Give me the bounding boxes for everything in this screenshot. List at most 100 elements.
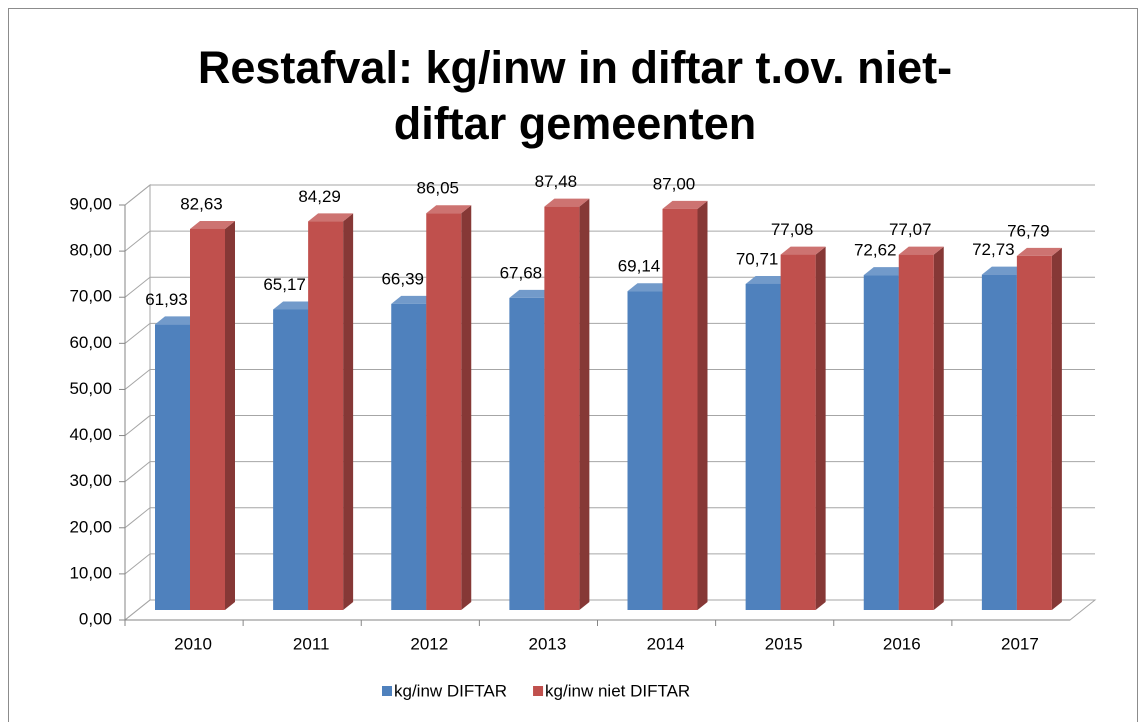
bar-top xyxy=(155,316,200,325)
bar-front xyxy=(509,297,545,610)
bar xyxy=(780,246,826,610)
bar xyxy=(308,213,354,610)
bar-side xyxy=(815,246,826,610)
bar-top xyxy=(273,301,319,310)
legend-swatch xyxy=(382,686,392,696)
x-tick-label: 2016 xyxy=(883,634,921,653)
bar xyxy=(662,200,708,611)
y-tick-label: 10,00 xyxy=(69,563,112,582)
bar-front xyxy=(426,213,462,611)
bar-front xyxy=(627,291,663,610)
y-tick-label: 90,00 xyxy=(69,194,112,213)
data-label: 69,14 xyxy=(618,257,661,276)
y-tick-label: 20,00 xyxy=(69,517,112,536)
bar-top xyxy=(898,246,944,255)
bar-top xyxy=(544,198,590,207)
x-tick-label: 2017 xyxy=(1001,634,1039,653)
bar xyxy=(898,246,944,610)
legend-label: kg/inw niet DIFTAR xyxy=(545,681,690,700)
data-label: 67,68 xyxy=(500,263,543,282)
grid-line xyxy=(124,599,1095,621)
grid-line xyxy=(124,322,1095,344)
bar xyxy=(1016,247,1062,610)
data-label: 82,63 xyxy=(180,194,223,213)
bar-front xyxy=(544,206,580,610)
bar-front xyxy=(190,228,225,610)
data-label: 87,00 xyxy=(653,174,696,193)
bar-front xyxy=(981,274,1017,610)
legend-label: kg/inw DIFTAR xyxy=(394,681,507,700)
x-tick-label: 2012 xyxy=(410,634,448,653)
bar-front xyxy=(745,283,781,610)
y-tick-label: 60,00 xyxy=(69,333,112,352)
y-tick-label: 30,00 xyxy=(69,471,112,490)
data-label: 77,07 xyxy=(889,220,932,239)
legend-swatch xyxy=(533,686,544,696)
data-label: 61,93 xyxy=(145,290,188,309)
bar-side xyxy=(933,246,944,610)
data-label: 84,29 xyxy=(298,187,341,206)
bar-top xyxy=(780,246,826,255)
bar-top xyxy=(1016,247,1062,256)
grid-line xyxy=(124,230,1095,252)
bar-front xyxy=(308,221,344,610)
grid-line xyxy=(124,368,1095,390)
bar-top xyxy=(391,295,437,304)
bar-top xyxy=(308,213,354,222)
bar-side xyxy=(579,198,590,610)
bar xyxy=(863,267,909,610)
bar-top xyxy=(745,275,791,284)
bar-side xyxy=(225,220,235,610)
data-label: 72,62 xyxy=(854,241,897,260)
bar-front xyxy=(662,208,698,611)
bar-front xyxy=(898,254,934,610)
bar-top xyxy=(509,289,555,298)
data-label: 72,73 xyxy=(972,240,1015,259)
bar-top xyxy=(627,283,673,292)
data-label: 70,71 xyxy=(736,249,779,268)
x-tick-label: 2010 xyxy=(174,634,212,653)
bar xyxy=(190,220,235,610)
data-label: 87,48 xyxy=(535,172,578,191)
x-tick-label: 2014 xyxy=(647,634,685,653)
bar-top xyxy=(662,200,708,209)
chart-title: Restafval: kg/inw in diftar t.ov. niet-d… xyxy=(197,42,953,149)
data-label: 77,08 xyxy=(771,220,814,239)
y-tick-label: 80,00 xyxy=(69,241,112,260)
y-tick-label: 50,00 xyxy=(69,379,112,398)
grid-line xyxy=(124,553,1095,575)
y-tick-label: 70,00 xyxy=(69,287,112,306)
bar-front xyxy=(273,309,309,610)
bar-front xyxy=(391,303,427,610)
y-tick-label: 0,00 xyxy=(79,609,112,628)
x-tick-label: 2015 xyxy=(765,634,803,653)
bar-side xyxy=(461,205,472,611)
bar-top xyxy=(190,220,235,229)
x-tick-label: 2011 xyxy=(293,634,330,653)
data-label: 66,39 xyxy=(381,269,424,288)
x-tick-label: 2013 xyxy=(529,634,567,653)
chart-frame xyxy=(8,8,1138,722)
bar-front xyxy=(863,275,899,610)
bar-front xyxy=(1016,255,1052,610)
bar-side xyxy=(1051,247,1062,610)
grid-line xyxy=(124,507,1095,529)
grid-line xyxy=(124,184,1095,206)
bar-side xyxy=(343,213,354,610)
bar-top xyxy=(981,266,1027,275)
bar-top xyxy=(863,267,909,276)
bar xyxy=(544,198,590,610)
bar-front xyxy=(155,324,190,610)
bar-front xyxy=(780,254,816,610)
floor xyxy=(123,599,1097,621)
data-label: 86,05 xyxy=(416,179,459,198)
data-label: 65,17 xyxy=(263,275,306,294)
bar-top xyxy=(426,205,472,214)
data-label: 76,79 xyxy=(1007,221,1050,240)
bar-side xyxy=(697,200,708,611)
y-tick-label: 40,00 xyxy=(69,425,112,444)
side-wall xyxy=(124,183,151,620)
bar xyxy=(426,205,472,611)
